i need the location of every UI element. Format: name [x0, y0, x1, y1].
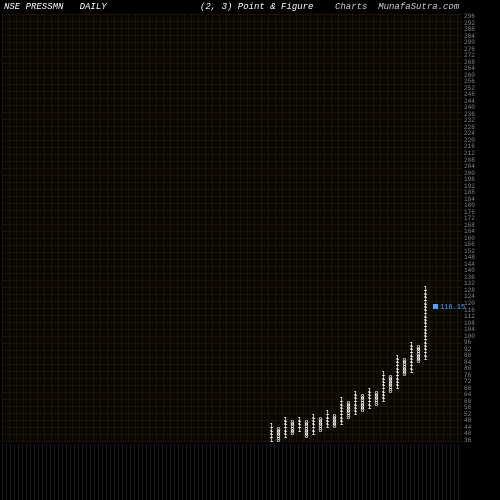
pf-x-cell: 1 — [268, 423, 275, 430]
pf-o-cell: 0 — [415, 345, 422, 352]
pf-x-cell: 1 — [324, 410, 331, 417]
pf-o-cell: 0 — [345, 401, 352, 408]
source-prefix: Charts — [335, 2, 367, 12]
pf-x-cell: 1 — [408, 342, 415, 349]
current-price-marker: 116.15 — [433, 304, 465, 312]
pf-o-cell: 0 — [401, 358, 408, 365]
source-label: MunafaSutra.com — [378, 2, 459, 12]
pf-x-cell: 1 — [394, 355, 401, 362]
pf-x-cell: 1 — [380, 371, 387, 378]
bottom-vertical-stripes — [2, 444, 462, 500]
pf-x-cell: 1 — [338, 397, 345, 404]
chart-grid: 1111100001111110000111100000111111000011… — [2, 14, 462, 442]
pf-o-cell: 0 — [359, 394, 366, 401]
pf-o-cell: 0 — [373, 391, 380, 398]
pf-x-cell: 1 — [282, 417, 289, 424]
pf-o-cell: 0 — [303, 420, 310, 427]
price-value: 116.15 — [440, 304, 465, 312]
pf-x-cell: 1 — [310, 414, 317, 421]
pf-o-cell: 0 — [289, 420, 296, 427]
pf-x-cell: 1 — [366, 388, 373, 395]
y-axis-labels: 2962922882842802762722682642602562522482… — [464, 14, 498, 442]
pf-o-cell: 0 — [387, 375, 394, 382]
y-tick-label: 36 — [464, 438, 471, 444]
timeframe-label: DAILY — [80, 2, 107, 12]
pf-o-cell: 0 — [331, 414, 338, 421]
symbol-label: NSE PRESSMN — [4, 2, 63, 12]
marker-dot-icon — [433, 304, 438, 309]
pf-o-cell: 0 — [275, 427, 282, 434]
pf-o-cell: 0 — [317, 417, 324, 424]
pf-x-cell: 1 — [422, 286, 429, 293]
pf-x-cell: 1 — [296, 417, 303, 424]
pf-x-cell: 1 — [352, 391, 359, 398]
chart-type-label: (2, 3) Point & Figure — [200, 2, 313, 12]
